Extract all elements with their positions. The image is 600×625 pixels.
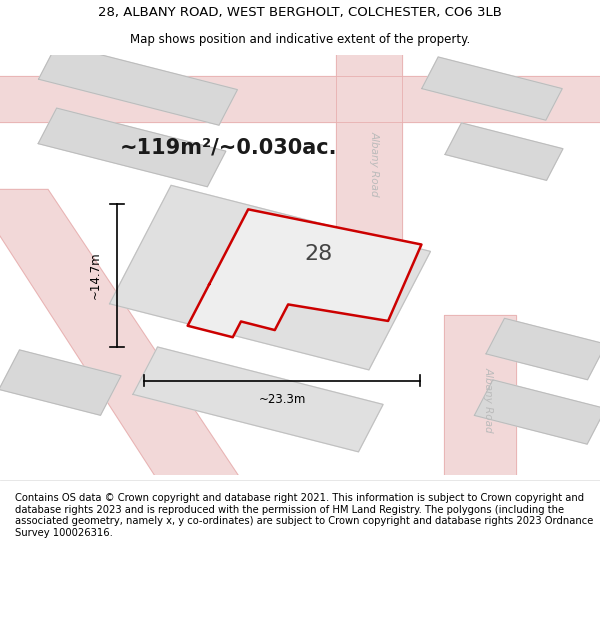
- Text: ~23.3m: ~23.3m: [259, 393, 305, 406]
- Polygon shape: [422, 57, 562, 120]
- Polygon shape: [336, 34, 402, 299]
- Polygon shape: [0, 350, 121, 415]
- Polygon shape: [0, 189, 252, 496]
- Text: Map shows position and indicative extent of the property.: Map shows position and indicative extent…: [130, 33, 470, 46]
- Text: Albany Road: Albany Road: [370, 131, 380, 197]
- Polygon shape: [475, 380, 600, 444]
- Text: 28: 28: [304, 244, 332, 264]
- Polygon shape: [444, 316, 516, 496]
- Polygon shape: [0, 76, 600, 122]
- Text: Albany Road: Albany Road: [484, 367, 494, 432]
- Text: ~119m²/~0.030ac.: ~119m²/~0.030ac.: [119, 138, 337, 158]
- Polygon shape: [110, 186, 430, 370]
- Text: 28, ALBANY ROAD, WEST BERGHOLT, COLCHESTER, CO6 3LB: 28, ALBANY ROAD, WEST BERGHOLT, COLCHEST…: [98, 6, 502, 19]
- Polygon shape: [133, 347, 383, 452]
- Polygon shape: [445, 123, 563, 181]
- Text: ~14.7m: ~14.7m: [89, 252, 102, 299]
- Polygon shape: [38, 108, 226, 187]
- Text: Contains OS data © Crown copyright and database right 2021. This information is : Contains OS data © Crown copyright and d…: [15, 493, 593, 538]
- Polygon shape: [486, 318, 600, 380]
- Polygon shape: [38, 44, 238, 125]
- Polygon shape: [188, 209, 421, 338]
